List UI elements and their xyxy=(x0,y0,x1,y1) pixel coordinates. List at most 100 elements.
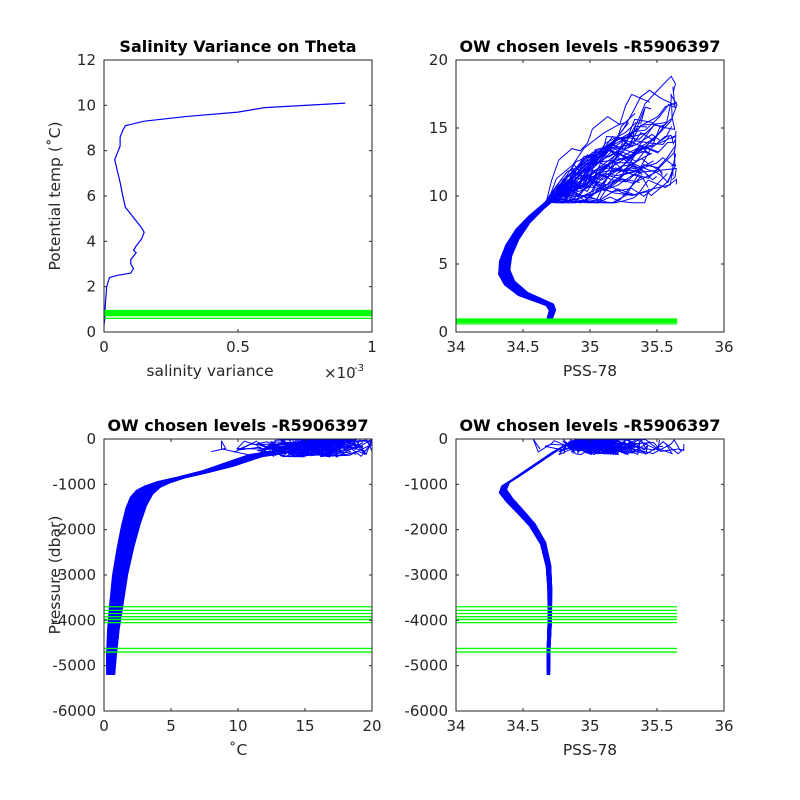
y-tick-label: -1000 xyxy=(52,475,96,493)
profile-line xyxy=(111,439,352,675)
profile-line xyxy=(109,439,344,675)
profile-line xyxy=(498,439,567,675)
y-tick-label: 2 xyxy=(86,278,96,296)
profile-line xyxy=(110,439,367,675)
profile-line xyxy=(113,439,357,675)
y-tick-label: -5000 xyxy=(52,657,96,675)
profile-line xyxy=(106,442,364,675)
profile-line xyxy=(505,439,685,675)
profile-line xyxy=(505,439,685,675)
y-tick-label: -5000 xyxy=(404,657,448,675)
profile-line xyxy=(108,441,343,675)
profile-line xyxy=(111,439,372,675)
profile-line xyxy=(114,439,355,675)
y-tick-label: 6 xyxy=(86,187,96,205)
profile-line xyxy=(109,440,344,675)
chart-title: OW chosen levels -R5906397 xyxy=(459,416,720,435)
x-tick-label: 34.5 xyxy=(506,338,539,356)
profile-line xyxy=(505,440,646,675)
x-tick-label: 20 xyxy=(362,717,381,735)
y-axis-label: Pressure (dbar) xyxy=(46,516,64,635)
profile-line xyxy=(110,439,346,675)
x-tick-label: 10 xyxy=(228,717,247,735)
y-tick-label: 10 xyxy=(77,96,96,114)
profile-line xyxy=(505,439,681,675)
profile-line xyxy=(106,442,357,675)
profile-line xyxy=(503,440,651,675)
profile-line xyxy=(503,106,652,319)
profile-line xyxy=(107,440,372,675)
profile-line xyxy=(111,439,354,675)
y-tick-label: 0 xyxy=(438,323,448,341)
profile-line xyxy=(107,440,372,675)
chart-title: Salinity Variance on Theta xyxy=(119,37,356,56)
series-line-1 xyxy=(104,102,346,326)
y-tick-label: 0 xyxy=(86,430,96,448)
profile-line xyxy=(110,439,348,675)
y-tick-label: 15 xyxy=(429,119,448,137)
profile-line xyxy=(113,439,359,675)
profile-line xyxy=(501,442,610,675)
profile-line xyxy=(108,439,364,675)
profile-line xyxy=(108,439,336,675)
profile-line xyxy=(114,439,356,675)
y-tick-label: 4 xyxy=(86,232,96,250)
profile-line xyxy=(504,439,636,675)
plot-area xyxy=(104,102,372,326)
profile-line xyxy=(499,93,651,319)
x-tick-label: 35.5 xyxy=(640,338,673,356)
x-axis-label: PSS-78 xyxy=(563,741,617,759)
chart-4: 34 34.5 35 35.5 36 -6000 -5000 -4000 -3000 -2000 -… xyxy=(404,416,733,759)
profile-line xyxy=(113,439,356,675)
profile-line xyxy=(502,440,624,675)
profile-line xyxy=(107,442,333,675)
profile-line xyxy=(112,439,355,675)
y-tick-label: -6000 xyxy=(404,702,448,720)
x-exponent-label: ×10 xyxy=(324,364,356,382)
profile-line xyxy=(105,440,358,675)
axes-frame xyxy=(103,59,373,333)
profile-line xyxy=(500,443,615,675)
x-axis-label: PSS-78 xyxy=(563,362,617,380)
profile-line xyxy=(505,439,635,675)
x-tick-label: 35 xyxy=(580,717,599,735)
profile-line xyxy=(505,439,632,675)
profile-line xyxy=(499,439,585,675)
profile-line xyxy=(501,441,616,675)
profile-line xyxy=(106,442,345,675)
y-tick-label: -4000 xyxy=(404,611,448,629)
profile-line xyxy=(503,440,630,675)
profile-line xyxy=(113,439,360,675)
profile-line xyxy=(109,439,342,675)
profile-line xyxy=(502,441,634,675)
profile-line xyxy=(113,439,358,675)
profile-line xyxy=(108,439,358,675)
profile-line xyxy=(108,440,339,675)
profile-line xyxy=(499,443,578,675)
profile-line xyxy=(112,439,356,675)
y-tick-label: -4000 xyxy=(52,611,96,629)
chart-title: OW chosen levels -R5906397 xyxy=(459,37,720,56)
y-tick-label: -3000 xyxy=(404,566,448,584)
axes-frame xyxy=(455,438,725,712)
x-tick-label: 34 xyxy=(446,717,465,735)
profile-line xyxy=(503,441,616,675)
y-tick-label: 20 xyxy=(429,51,448,69)
x-tick-label: 15 xyxy=(295,717,314,735)
profile-line xyxy=(500,440,636,675)
y-tick-label: -2000 xyxy=(52,521,96,539)
profile-line xyxy=(110,439,346,675)
profile-line xyxy=(109,440,356,675)
profile-line xyxy=(109,440,341,675)
profile-line xyxy=(113,439,357,675)
profile-line xyxy=(111,439,354,675)
x-tick-label: 34 xyxy=(446,338,465,356)
profile-line xyxy=(505,439,636,675)
profile-line xyxy=(108,439,335,675)
x-tick-label: 0 xyxy=(99,717,109,735)
profile-line xyxy=(502,441,609,675)
y-axis-label: Potential temp (˚C) xyxy=(46,122,64,271)
profile-line xyxy=(110,439,349,675)
x-tick-label: 35 xyxy=(580,338,599,356)
